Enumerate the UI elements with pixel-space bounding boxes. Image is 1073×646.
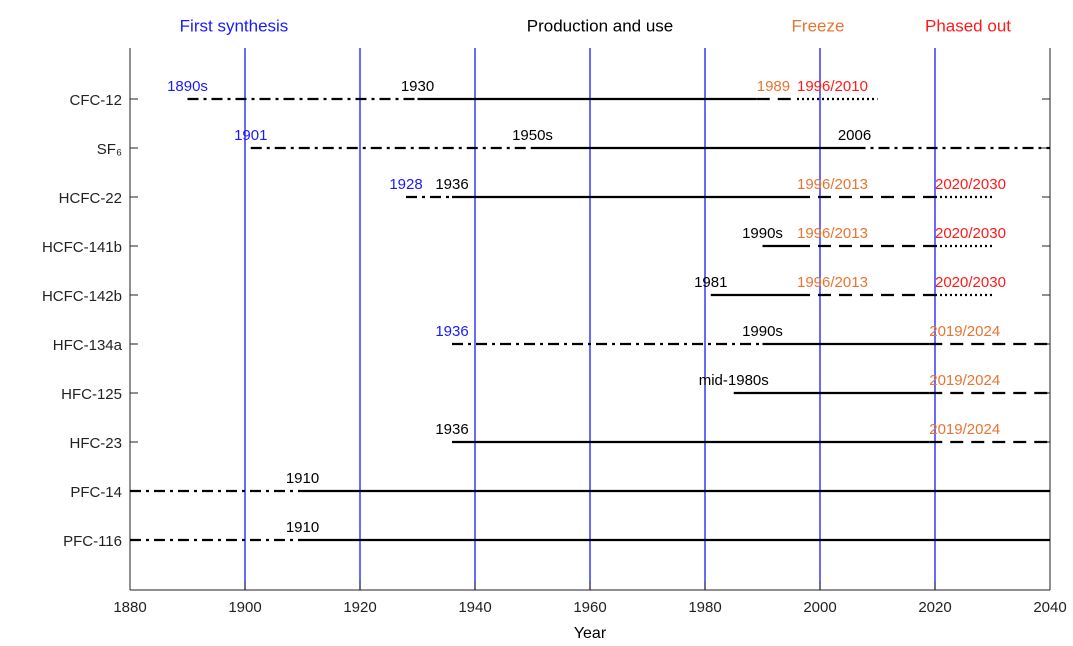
segment-label: 1936 xyxy=(435,421,468,438)
segment-label: 1936 xyxy=(435,176,468,193)
row-label: HFC-23 xyxy=(69,435,122,452)
segment-label: 1901 xyxy=(234,127,267,144)
segment-label: 1910 xyxy=(286,519,319,536)
segment-label: 1996/2013 xyxy=(797,176,868,193)
row-label: HFC-134a xyxy=(53,337,123,354)
row-label: SF₆ xyxy=(97,141,122,158)
segment-label: 2019/2024 xyxy=(929,421,1000,438)
segment-label: 2020/2030 xyxy=(935,225,1006,242)
segment-label: 1996/2010 xyxy=(797,78,868,95)
header: Production and use xyxy=(527,16,674,35)
header: First synthesis xyxy=(180,16,289,35)
segment-label: 2020/2030 xyxy=(935,274,1006,291)
segment-label: 1996/2013 xyxy=(797,274,868,291)
x-tick-label: 1900 xyxy=(228,599,261,616)
row-label: PFC-14 xyxy=(70,484,122,501)
header: Phased out xyxy=(925,16,1011,35)
x-tick-label: 2020 xyxy=(918,599,951,616)
segment-label: 1981 xyxy=(694,274,727,291)
row-label: CFC-12 xyxy=(69,92,122,109)
x-tick-label: 1960 xyxy=(573,599,606,616)
x-tick-label: 2040 xyxy=(1033,599,1066,616)
x-axis-title: Year xyxy=(574,625,607,642)
row-label: PFC-116 xyxy=(63,533,122,550)
segment-label: 2006 xyxy=(838,127,871,144)
segment-label: 1989 xyxy=(757,78,790,95)
segment-label: 2019/2024 xyxy=(929,323,1000,340)
row-label: HFC-125 xyxy=(61,386,122,403)
segment-label: 1996/2013 xyxy=(797,225,868,242)
x-tick-label: 1880 xyxy=(113,599,146,616)
segment-label: 1910 xyxy=(286,470,319,487)
segment-label: 1890s xyxy=(167,78,208,95)
row-label: HCFC-141b xyxy=(42,239,122,256)
segment-label: 1928 xyxy=(389,176,422,193)
segment-label: 2020/2030 xyxy=(935,176,1006,193)
segment-label: 1936 xyxy=(435,323,468,340)
row-label: HCFC-142b xyxy=(42,288,122,305)
segment-label: 1950s xyxy=(512,127,553,144)
row-label: HCFC-22 xyxy=(59,190,122,207)
header: Freeze xyxy=(792,16,845,35)
x-tick-label: 1980 xyxy=(688,599,721,616)
x-tick-label: 2000 xyxy=(803,599,836,616)
x-tick-label: 1940 xyxy=(458,599,491,616)
segment-label: 1990s xyxy=(742,225,783,242)
segment-label: 1930 xyxy=(401,78,434,95)
segment-label: 1990s xyxy=(742,323,783,340)
segment-label: 2019/2024 xyxy=(929,372,1000,389)
x-tick-label: 1920 xyxy=(343,599,376,616)
segment-label: mid-1980s xyxy=(699,372,769,389)
